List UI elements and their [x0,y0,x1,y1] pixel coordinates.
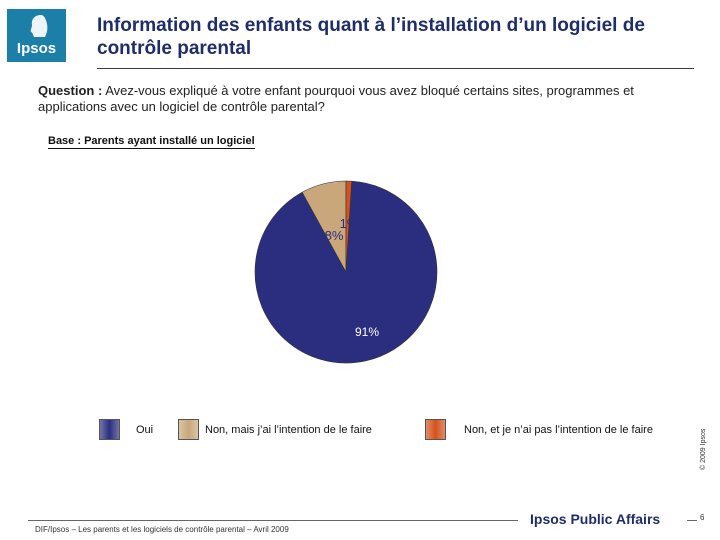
base-note: Base : Parents ayant installé un logicie… [48,135,255,149]
footer-divider [28,520,518,521]
copyright-note: © 2009 Ipsos [700,428,707,470]
footer-divider-right [687,520,697,521]
pie-label-oui: 91% [355,325,379,339]
legend-label-non-intention: Non, mais j’ai l’intention de le faire [205,424,372,436]
page-title: Information des enfants quant à l’instal… [97,15,645,59]
legend-label-non-pas: Non, et je n’ai pas l’intention de le fa… [464,424,653,436]
question-block: Question : Avez-vous expliqué à votre en… [38,83,698,115]
footer-source: DIF/Ipsos – Les parents et les logiciels… [35,525,289,534]
logo-text: Ipsos [17,40,56,57]
title-divider [97,68,694,69]
ipsos-logo: Ipsos [7,9,66,62]
legend-swatch-non-intention [178,419,199,440]
pie-label-non-intention: 8% [325,228,344,243]
pie-slice-non-pas [345,180,353,273]
pie-label-non-pas: 1% [340,216,359,231]
brand-name: Ipsos Public Affairs [530,511,661,527]
page-number: 6 [700,513,705,522]
question-label: Question : [38,83,103,98]
legend-swatch-non-pas [425,419,446,440]
question-text: Avez-vous expliqué à votre enfant pourqu… [38,83,634,114]
legend-label-oui: Oui [136,424,154,436]
legend-swatch-oui [99,419,120,440]
